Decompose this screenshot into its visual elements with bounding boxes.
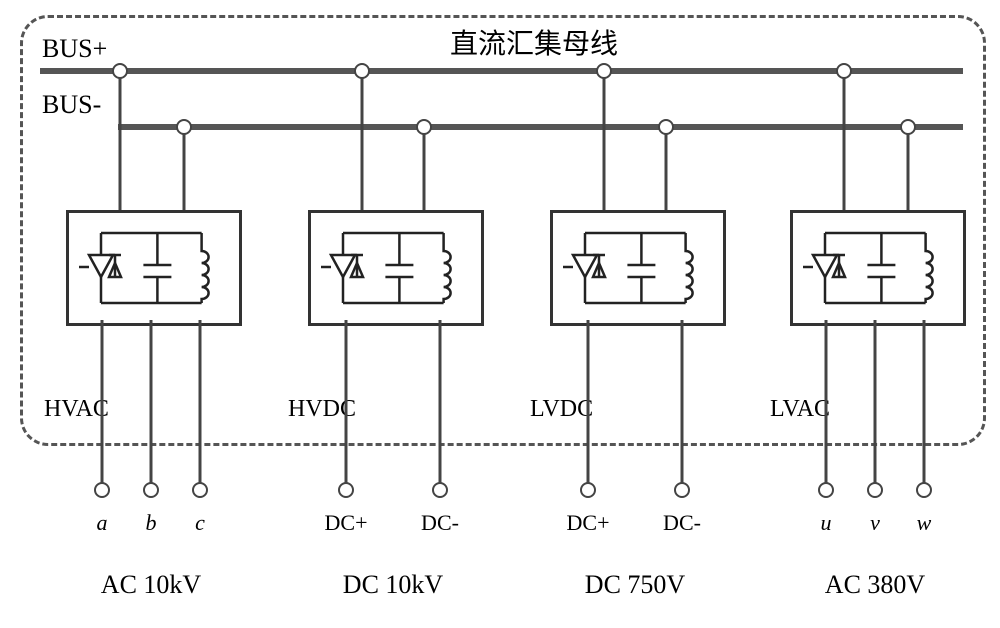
terminal-node [916, 482, 932, 498]
conn-bottom-line [150, 320, 153, 490]
terminal-label: v [870, 510, 880, 536]
terminal-label: c [195, 510, 205, 536]
conn-bottom-line [825, 320, 828, 490]
conn-top-line [361, 71, 364, 210]
conn-top-line [119, 71, 122, 210]
conn-bottom-line [345, 320, 348, 490]
bus-node [836, 63, 852, 79]
conn-top-line [183, 127, 186, 210]
terminal-label: DC- [663, 510, 701, 536]
bus-node [112, 63, 128, 79]
converter-lvac-box [790, 210, 966, 326]
bus-node [416, 119, 432, 135]
converter-hvac-box [66, 210, 242, 326]
terminal-node [432, 482, 448, 498]
bus-node [900, 119, 916, 135]
port-label-hvac: HVAC [44, 396, 109, 423]
port-label-lvdc: LVDC [530, 396, 593, 423]
conn-top-line [907, 127, 910, 210]
terminal-label: b [146, 510, 157, 536]
conn-bottom-line [587, 320, 590, 490]
converter-hvdc-box [308, 210, 484, 326]
terminal-label: DC- [421, 510, 459, 536]
rating-label-hvac: AC 10kV [101, 570, 201, 600]
conn-top-line [603, 71, 606, 210]
conn-bottom-line [439, 320, 442, 490]
converter-lvdc-box [550, 210, 726, 326]
conn-bottom-line [681, 320, 684, 490]
conn-top-line [665, 127, 668, 210]
terminal-node [867, 482, 883, 498]
terminal-label: a [97, 510, 108, 536]
conn-top-line [843, 71, 846, 210]
conn-bottom-line [101, 320, 104, 490]
bus-node [658, 119, 674, 135]
conn-top-line [423, 127, 426, 210]
terminal-node [338, 482, 354, 498]
bus-minus-line [118, 124, 963, 130]
terminal-label: DC+ [567, 510, 610, 536]
bus-node [354, 63, 370, 79]
conn-bottom-line [923, 320, 926, 490]
rating-label-lvdc: DC 750V [585, 570, 685, 600]
terminal-node [818, 482, 834, 498]
conn-bottom-line [874, 320, 877, 490]
terminal-label: DC+ [325, 510, 368, 536]
bus-node [176, 119, 192, 135]
terminal-node [192, 482, 208, 498]
terminal-node [143, 482, 159, 498]
rating-label-hvdc: DC 10kV [343, 570, 443, 600]
bus-plus-label: BUS+ [42, 34, 107, 64]
port-label-lvac: LVAC [770, 396, 830, 423]
bus-minus-label: BUS- [42, 90, 101, 120]
title-label: 直流汇集母线 [450, 22, 618, 62]
bus-plus-line [40, 68, 963, 74]
terminal-label: w [917, 510, 932, 536]
rating-label-lvac: AC 380V [825, 570, 925, 600]
diagram-canvas: 直流汇集母线 BUS+ BUS- HVAC a b c AC 10kV [0, 0, 1000, 628]
terminal-label: u [821, 510, 832, 536]
conn-bottom-line [199, 320, 202, 490]
terminal-node [94, 482, 110, 498]
terminal-node [580, 482, 596, 498]
bus-node [596, 63, 612, 79]
terminal-node [674, 482, 690, 498]
